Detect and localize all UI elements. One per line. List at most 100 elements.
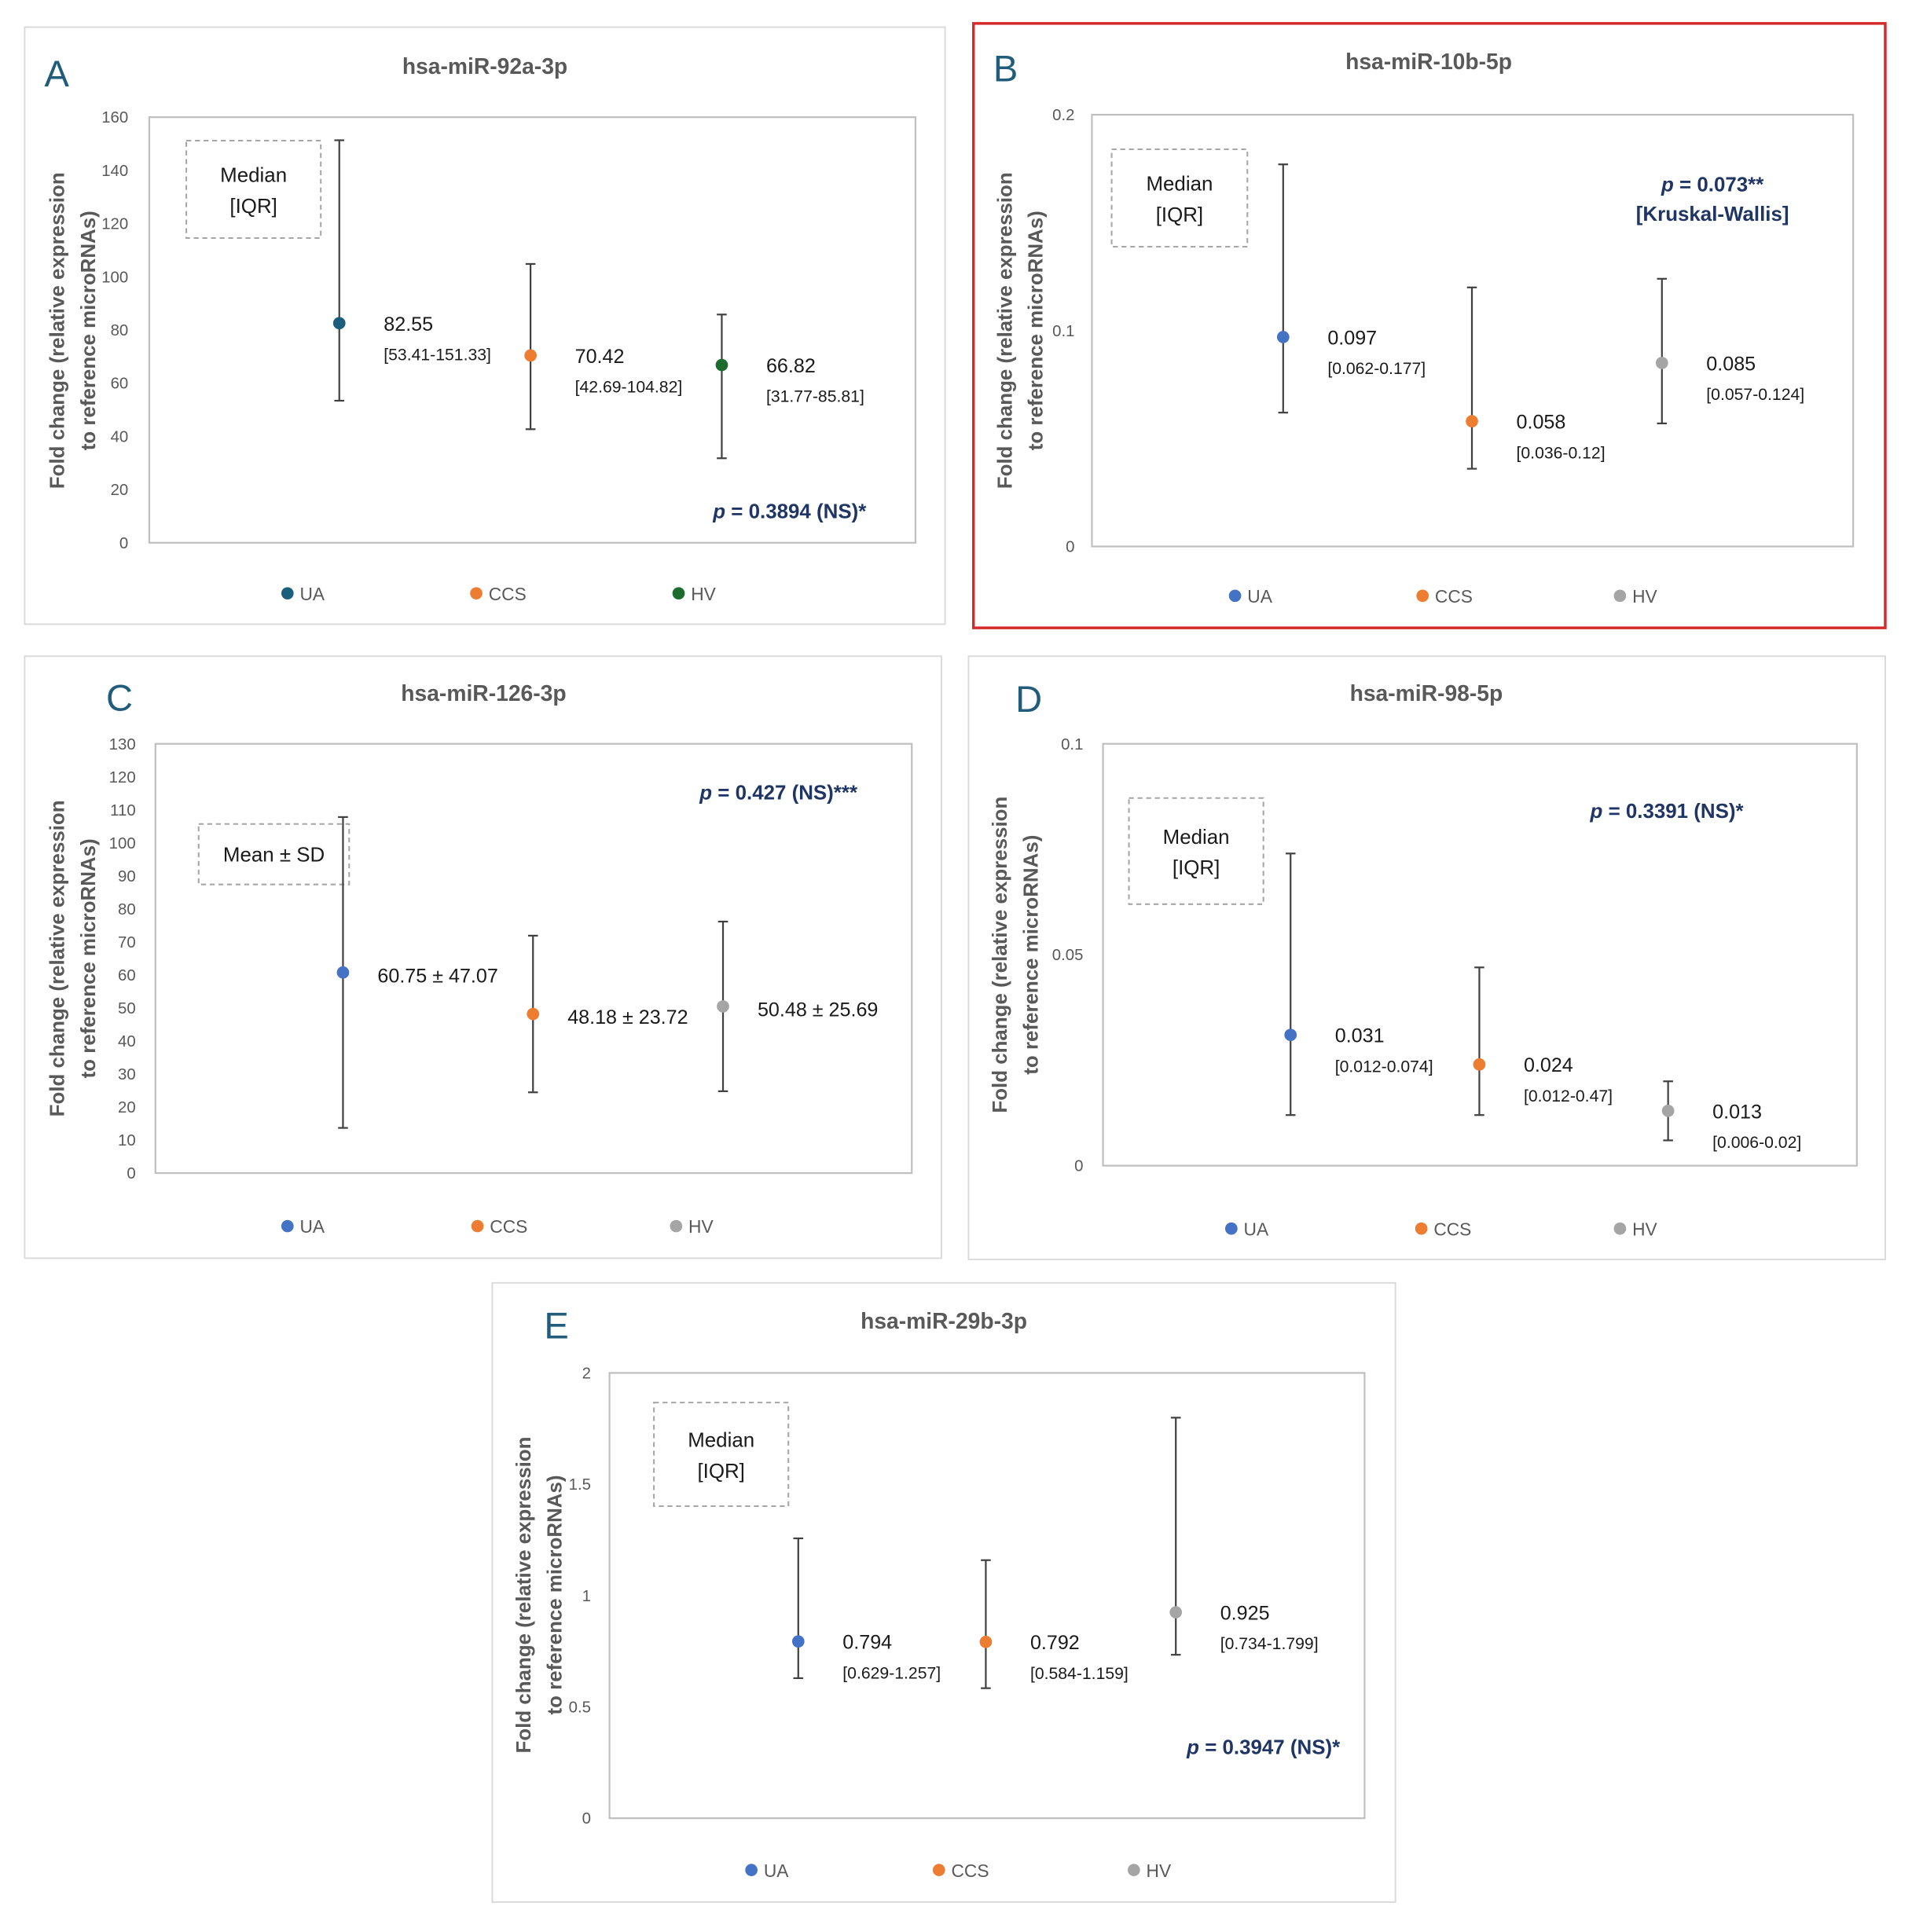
y-tick-label: 60 — [111, 376, 129, 393]
y-axis-title-line1: Fold change (relative expression — [989, 797, 1011, 1113]
y-tick-label: 100 — [109, 835, 136, 852]
y-tick-label: 100 — [101, 269, 128, 286]
y-tick-label: 0 — [1074, 1158, 1083, 1175]
data-label-range: [0.012-0.074] — [1335, 1058, 1433, 1076]
y-tick-label: 0.1 — [1052, 323, 1074, 340]
data-label-value: 0.085 — [1706, 353, 1756, 375]
y-tick-label: 40 — [111, 428, 129, 445]
legend-marker-hv — [670, 1219, 683, 1233]
y-tick-label: 130 — [109, 736, 136, 753]
p-value: p = 0.3894 (NS)* — [712, 500, 867, 522]
panel-letter: E — [544, 1304, 568, 1346]
data-point-ccs — [527, 1007, 540, 1021]
stat-box-text-line2: [IQR] — [1173, 857, 1220, 879]
data-point-ua — [1284, 1028, 1297, 1042]
panel-frame — [24, 26, 946, 625]
y-tick-label: 50 — [118, 1000, 136, 1017]
panel-frame — [491, 1281, 1396, 1903]
legend-marker-ccs — [932, 1864, 945, 1876]
stat-box — [1128, 797, 1264, 905]
chart-title: hsa-miR-126-3p — [401, 680, 566, 706]
stat-box-text-line1: Median — [1146, 174, 1213, 196]
plot-area — [148, 116, 917, 544]
y-tick-label: 80 — [118, 901, 136, 918]
data-label-range: [0.629-1.257] — [842, 1664, 941, 1682]
data-label-range: [0.012-0.47] — [1524, 1087, 1613, 1105]
y-tick-label: 2 — [582, 1365, 591, 1382]
data-label-value: 70.42 — [575, 346, 625, 368]
stat-box-text-line1: Median — [688, 1430, 754, 1452]
data-point-ccs — [1473, 1058, 1486, 1071]
legend-label-ccs: CCS — [490, 1216, 527, 1237]
plot-area — [154, 742, 913, 1175]
y-axis-title-line2: to reference microRNAs) — [1020, 835, 1042, 1075]
p-value-text: = 0.073** — [1674, 174, 1764, 196]
p-value-text: = 0.3947 (NS)* — [1199, 1737, 1341, 1759]
y-axis-title: Fold change (relative expression to refer… — [47, 172, 100, 489]
stat-box — [185, 139, 322, 240]
y-tick-label: 30 — [118, 1066, 136, 1083]
stat-box-text-line1: Median — [1163, 827, 1230, 849]
data-label-range: [31.77-85.81] — [766, 388, 864, 406]
data-label-value: 50.48 ± 25.69 — [758, 999, 878, 1021]
legend-label-ua: UA — [300, 584, 325, 604]
data-label-range: [42.69-104.82] — [575, 379, 683, 397]
data-point-hv — [715, 358, 728, 372]
legend-marker-ua — [745, 1864, 758, 1876]
y-tick-label: 90 — [118, 868, 136, 885]
panel-letter: D — [1015, 678, 1042, 720]
y-axis-title-line2: to reference microRNAs) — [544, 1475, 566, 1714]
data-label-value: 60.75 ± 47.07 — [377, 965, 497, 987]
legend-label-ua: UA — [300, 1216, 325, 1237]
p-value-text: = 0.3894 (NS)* — [725, 500, 867, 522]
y-axis-title-line1: Fold change (relative expression — [47, 800, 69, 1116]
plot-area — [608, 1372, 1366, 1820]
legend-marker-hv — [1127, 1864, 1140, 1876]
chart-title: hsa-miR-92a-3p — [402, 53, 567, 79]
y-tick-label: 10 — [118, 1132, 136, 1149]
data-label-value: 66.82 — [766, 355, 816, 377]
legend-marker-ccs — [470, 587, 483, 600]
stat-box-text-line2: [IQR] — [1156, 204, 1203, 226]
stat-box — [653, 1402, 790, 1507]
legend-label-hv: HV — [691, 584, 716, 604]
legend-label-ccs: CCS — [1435, 586, 1473, 607]
y-tick-label: 80 — [111, 322, 129, 339]
y-tick-label: 0 — [119, 535, 128, 552]
y-tick-label: 120 — [101, 216, 128, 233]
y-tick-label: 0 — [1066, 539, 1074, 556]
p-value-symbol: p — [1661, 174, 1674, 196]
legend-label-ua: UA — [1247, 586, 1272, 607]
p-value: p = 0.3391 (NS)* — [1590, 801, 1745, 823]
legend-label-ua: UA — [764, 1861, 789, 1881]
data-point-hv — [1655, 357, 1668, 369]
y-tick-label: 0 — [582, 1810, 591, 1828]
data-label-value: 48.18 ± 23.72 — [567, 1006, 688, 1028]
legend-marker-ua — [1225, 1222, 1238, 1235]
stat-box — [1110, 148, 1249, 248]
y-tick-label: 110 — [110, 802, 136, 819]
data-label-range: [0.057-0.124] — [1706, 386, 1804, 404]
legend-label-hv: HV — [1632, 586, 1657, 607]
legend-label-ua: UA — [1244, 1219, 1269, 1239]
legend-marker-ccs — [471, 1219, 484, 1233]
legend-marker-ccs — [1416, 589, 1429, 603]
data-point-ua — [332, 317, 346, 330]
stat-box — [197, 823, 350, 885]
legend-marker-ccs — [1415, 1222, 1428, 1235]
data-label-range: [0.584-1.159] — [1030, 1665, 1128, 1683]
data-label-value: 0.024 — [1524, 1054, 1573, 1076]
legend-marker-hv — [1613, 1222, 1627, 1235]
stat-box-text-line2: [IQR] — [697, 1461, 744, 1483]
y-axis-title-line1: Fold change (relative expression — [513, 1437, 535, 1754]
y-tick-label: 0.2 — [1052, 107, 1074, 124]
p-value-symbol: p — [1186, 1737, 1199, 1759]
legend-marker-hv — [672, 587, 685, 600]
data-point-ccs — [1466, 415, 1478, 428]
